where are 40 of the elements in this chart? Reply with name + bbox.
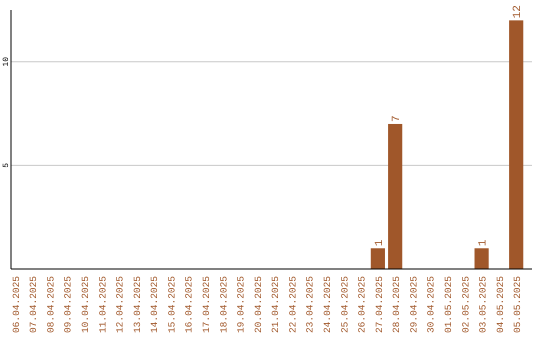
x-tick-label: 12.04.2025: [114, 276, 126, 334]
data-label: 7: [391, 115, 404, 122]
x-tick-label: 08.04.2025: [45, 276, 56, 334]
x-tick-label: 06.04.2025: [10, 276, 22, 334]
x-tick-label: 20.04.2025: [252, 276, 264, 334]
x-tick-label: 22.04.2025: [287, 276, 298, 334]
bar: [370, 248, 385, 269]
x-tick-label: 29.04.2025: [408, 276, 420, 334]
x-tick-label: 13.04.2025: [132, 276, 143, 334]
x-tick-label: 04.05.2025: [494, 276, 506, 334]
data-label: 1: [478, 239, 490, 246]
x-tick-label: 01.05.2025: [443, 276, 454, 334]
x-tick-label: 05.05.2025: [512, 276, 524, 334]
x-tick-label: 30.04.2025: [426, 276, 437, 334]
bar: [474, 248, 489, 269]
x-tick-label: 24.04.2025: [322, 276, 334, 334]
x-tick-label: 17.04.2025: [200, 276, 212, 334]
x-tick-label: 16.04.2025: [184, 276, 195, 334]
x-tick-label: 19.04.2025: [236, 276, 247, 334]
y-tick-label: 5: [2, 162, 11, 168]
x-tick-label: 23.04.2025: [304, 276, 316, 334]
x-tick-label: 15.04.2025: [166, 276, 178, 334]
x-tick-label: 18.04.2025: [218, 276, 230, 334]
x-tick-label: 11.04.2025: [97, 276, 108, 334]
x-tick-label: 10.04.2025: [80, 276, 91, 334]
x-tick-label: 21.04.2025: [270, 276, 282, 334]
x-tick-label: 28.04.2025: [391, 276, 402, 334]
x-tick-label: 09.04.2025: [62, 276, 74, 334]
x-tick-label: 26.04.2025: [356, 276, 368, 334]
x-tick-label: 14.04.2025: [149, 276, 160, 334]
bar: [509, 20, 524, 269]
x-tick-label: 25.04.2025: [339, 276, 350, 334]
data-label: 1: [374, 239, 386, 246]
x-tick-label: 27.04.2025: [374, 276, 385, 334]
x-tick-label: 03.05.2025: [478, 276, 489, 334]
bar: [388, 124, 402, 269]
data-label: 12: [512, 5, 524, 18]
y-tick-label: 10: [2, 56, 11, 67]
x-tick-label: 07.04.2025: [28, 276, 40, 334]
x-tick-label: 02.05.2025: [460, 276, 472, 334]
